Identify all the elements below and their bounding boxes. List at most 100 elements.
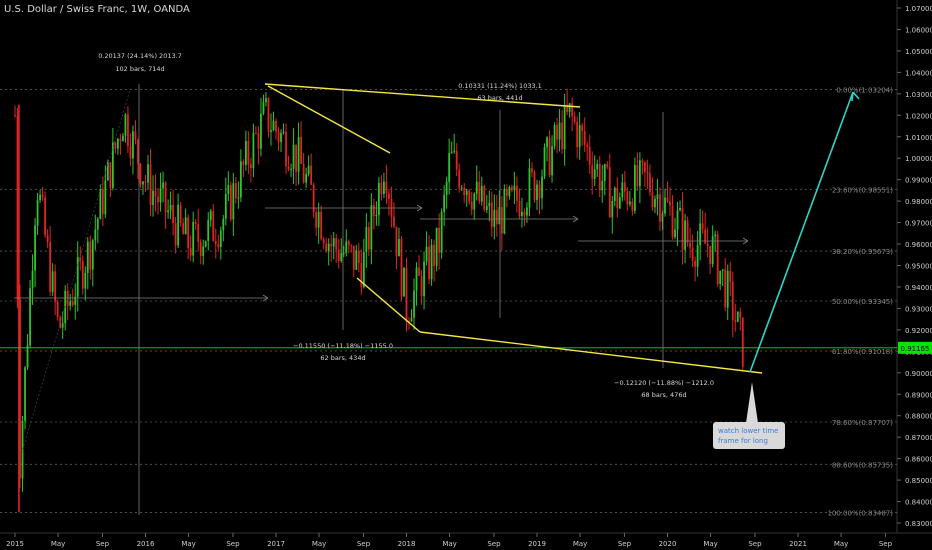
time-tick-label: Sep: [357, 540, 371, 548]
candle-body: [413, 290, 415, 318]
candle-body: [674, 229, 676, 238]
candle-body: [636, 165, 639, 187]
candle-body: [111, 142, 114, 188]
candle-body: [345, 241, 348, 254]
wedge-upper-line: [264, 83, 581, 108]
candle-body: [659, 194, 661, 222]
channel-lower-line: [356, 277, 421, 333]
price-tick-label: 0.85000: [905, 477, 932, 485]
candle-body: [458, 169, 461, 189]
candle-body: [144, 181, 147, 183]
candle-body: [380, 182, 383, 194]
candle-body: [29, 288, 31, 346]
candle-body: [152, 190, 154, 206]
candle-body: [307, 165, 310, 175]
projection-arrow-line: [749, 91, 854, 373]
candle-body: [290, 168, 292, 170]
time-tick-label: May: [573, 540, 587, 548]
candle-body: [485, 206, 488, 210]
measure-arrowhead: [262, 294, 269, 302]
fib-level-label: 61.80%(0.91018): [832, 348, 893, 356]
candle-body: [691, 247, 694, 262]
candle-body: [433, 244, 436, 266]
price-tick-label: 0.97000: [905, 220, 932, 228]
candle-body: [350, 245, 353, 247]
candle-body: [177, 204, 180, 246]
candle-body: [586, 144, 589, 147]
candle-body: [420, 275, 423, 297]
candle-body: [16, 115, 19, 300]
candle-body: [255, 132, 257, 134]
candle-body: [571, 103, 574, 117]
time-tick-label: May: [312, 540, 326, 548]
candle-body: [513, 185, 516, 191]
price-tick-label: 1.02000: [905, 112, 932, 120]
candle-body: [287, 166, 290, 170]
candle-body: [162, 182, 164, 189]
candle-body: [435, 227, 438, 266]
candle-body: [455, 150, 458, 170]
candle-body: [671, 205, 674, 238]
candle-body: [295, 144, 297, 172]
candle-body: [470, 201, 473, 210]
candle-body: [340, 253, 343, 262]
candle-body: [137, 139, 139, 165]
candle-body: [81, 260, 84, 289]
candle-body: [460, 187, 463, 189]
candle-body: [49, 241, 52, 292]
candle-body: [400, 239, 403, 297]
price-tick-label: 0.84000: [905, 499, 932, 507]
candle-body: [603, 164, 606, 182]
fib-level-label: 88.60%(0.85735): [832, 461, 893, 469]
candle-body: [229, 185, 232, 220]
candle-body: [367, 226, 370, 250]
candle-body: [322, 239, 325, 244]
candle-body: [96, 219, 99, 230]
candle-body: [651, 192, 654, 208]
price-tick-label: 1.04000: [905, 69, 932, 77]
candle-body: [563, 104, 566, 150]
candle-body: [448, 152, 451, 182]
candle-body: [739, 311, 742, 318]
measure-arrowhead: [416, 204, 423, 212]
candle-body: [197, 224, 200, 242]
time-tick-label: 2017: [267, 540, 285, 548]
candle-body: [252, 132, 255, 169]
candle-body: [415, 267, 418, 291]
candle-body: [526, 207, 528, 216]
candle-body: [71, 301, 74, 305]
candle-body: [101, 189, 104, 215]
candle-body: [616, 187, 619, 209]
measure-label: 102 bars, 714d: [115, 65, 164, 73]
candle-body: [656, 194, 659, 199]
candle-body: [425, 246, 428, 262]
candle-body: [262, 102, 265, 114]
candle-body: [84, 272, 87, 289]
candle-body: [122, 135, 124, 142]
candle-body: [360, 262, 363, 288]
candle-body: [132, 131, 134, 159]
candle-body: [209, 210, 212, 220]
chart-title: U.S. Dollar / Swiss Franc, 1W, OANDA: [4, 4, 190, 15]
callout-box: [713, 422, 785, 449]
candle-body: [601, 181, 604, 191]
candle-body: [724, 269, 727, 308]
candle-body: [498, 207, 501, 225]
candle-body: [626, 191, 629, 205]
candle-body: [272, 120, 275, 131]
candle-body: [641, 160, 644, 163]
price-tick-label: 1.06000: [905, 26, 932, 34]
candle-body: [490, 202, 493, 227]
candle-body: [623, 182, 626, 192]
candle-body: [428, 246, 430, 280]
candle-body: [277, 131, 280, 142]
candle-body: [24, 367, 26, 421]
candle-body: [521, 211, 523, 217]
candle-body: [646, 172, 649, 174]
time-tick-label: May: [834, 540, 848, 548]
candle-body: [664, 197, 666, 214]
candle-body: [315, 212, 318, 228]
measure-label: 0.10331 (11.24%) 1033.1: [458, 82, 542, 90]
candle-body: [124, 114, 127, 136]
